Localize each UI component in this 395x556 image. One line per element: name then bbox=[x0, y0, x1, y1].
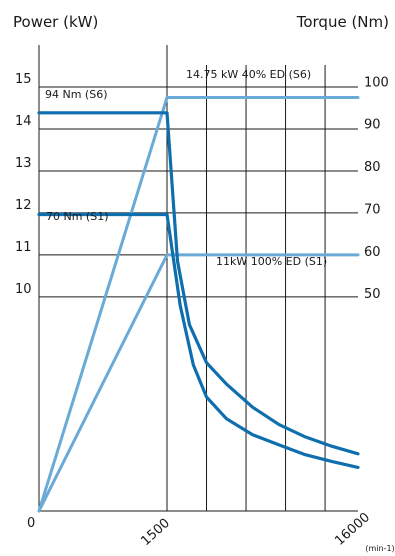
series-label-3: 70 Nm (S1) bbox=[46, 210, 109, 223]
x-unit-label: (min-1) bbox=[365, 544, 394, 553]
series-annotations: 14.75 kW 40% ED (S6) 11kW 100% ED (S1) 94 … bbox=[45, 68, 327, 268]
series-label-0: 14.75 kW 40% ED (S6) bbox=[186, 68, 311, 81]
series-layer bbox=[37, 96, 360, 513]
power-tick-label: 14 bbox=[15, 114, 32, 129]
tick-labels: 15 14 13 12 11 10 100 90 80 70 60 50 0 1500 16000 bbox=[15, 72, 389, 549]
gridlines bbox=[38, 45, 358, 512]
series-label-1: 11kW 100% ED (S1) bbox=[216, 255, 327, 268]
right-axis-title: Torque (Nm) bbox=[296, 13, 389, 31]
torque-tick-label: 70 bbox=[364, 202, 381, 217]
series-label-2: 94 Nm (S6) bbox=[45, 88, 108, 101]
series-line-3 bbox=[37, 212, 360, 469]
torque-tick-label: 50 bbox=[364, 287, 381, 302]
torque-tick-label: 90 bbox=[364, 118, 381, 133]
power-tick-label: 15 bbox=[15, 72, 32, 87]
series-line-1 bbox=[37, 253, 360, 513]
power-tick-label: 13 bbox=[15, 156, 32, 171]
series-line-0 bbox=[37, 96, 360, 513]
series-line-2 bbox=[37, 111, 360, 456]
torque-tick-label: 60 bbox=[364, 245, 381, 260]
torque-tick-label: 80 bbox=[364, 160, 381, 175]
x-tick-label: 0 bbox=[27, 516, 35, 531]
x-tick-label: 1500 bbox=[138, 516, 173, 549]
left-axis-title: Power (kW) bbox=[13, 13, 98, 31]
power-tick-label: 11 bbox=[15, 240, 32, 255]
power-tick-label: 12 bbox=[15, 198, 32, 213]
x-tick-label: 16000 bbox=[332, 510, 373, 549]
torque-tick-label: 100 bbox=[364, 75, 389, 90]
power-tick-label: 10 bbox=[15, 282, 32, 297]
